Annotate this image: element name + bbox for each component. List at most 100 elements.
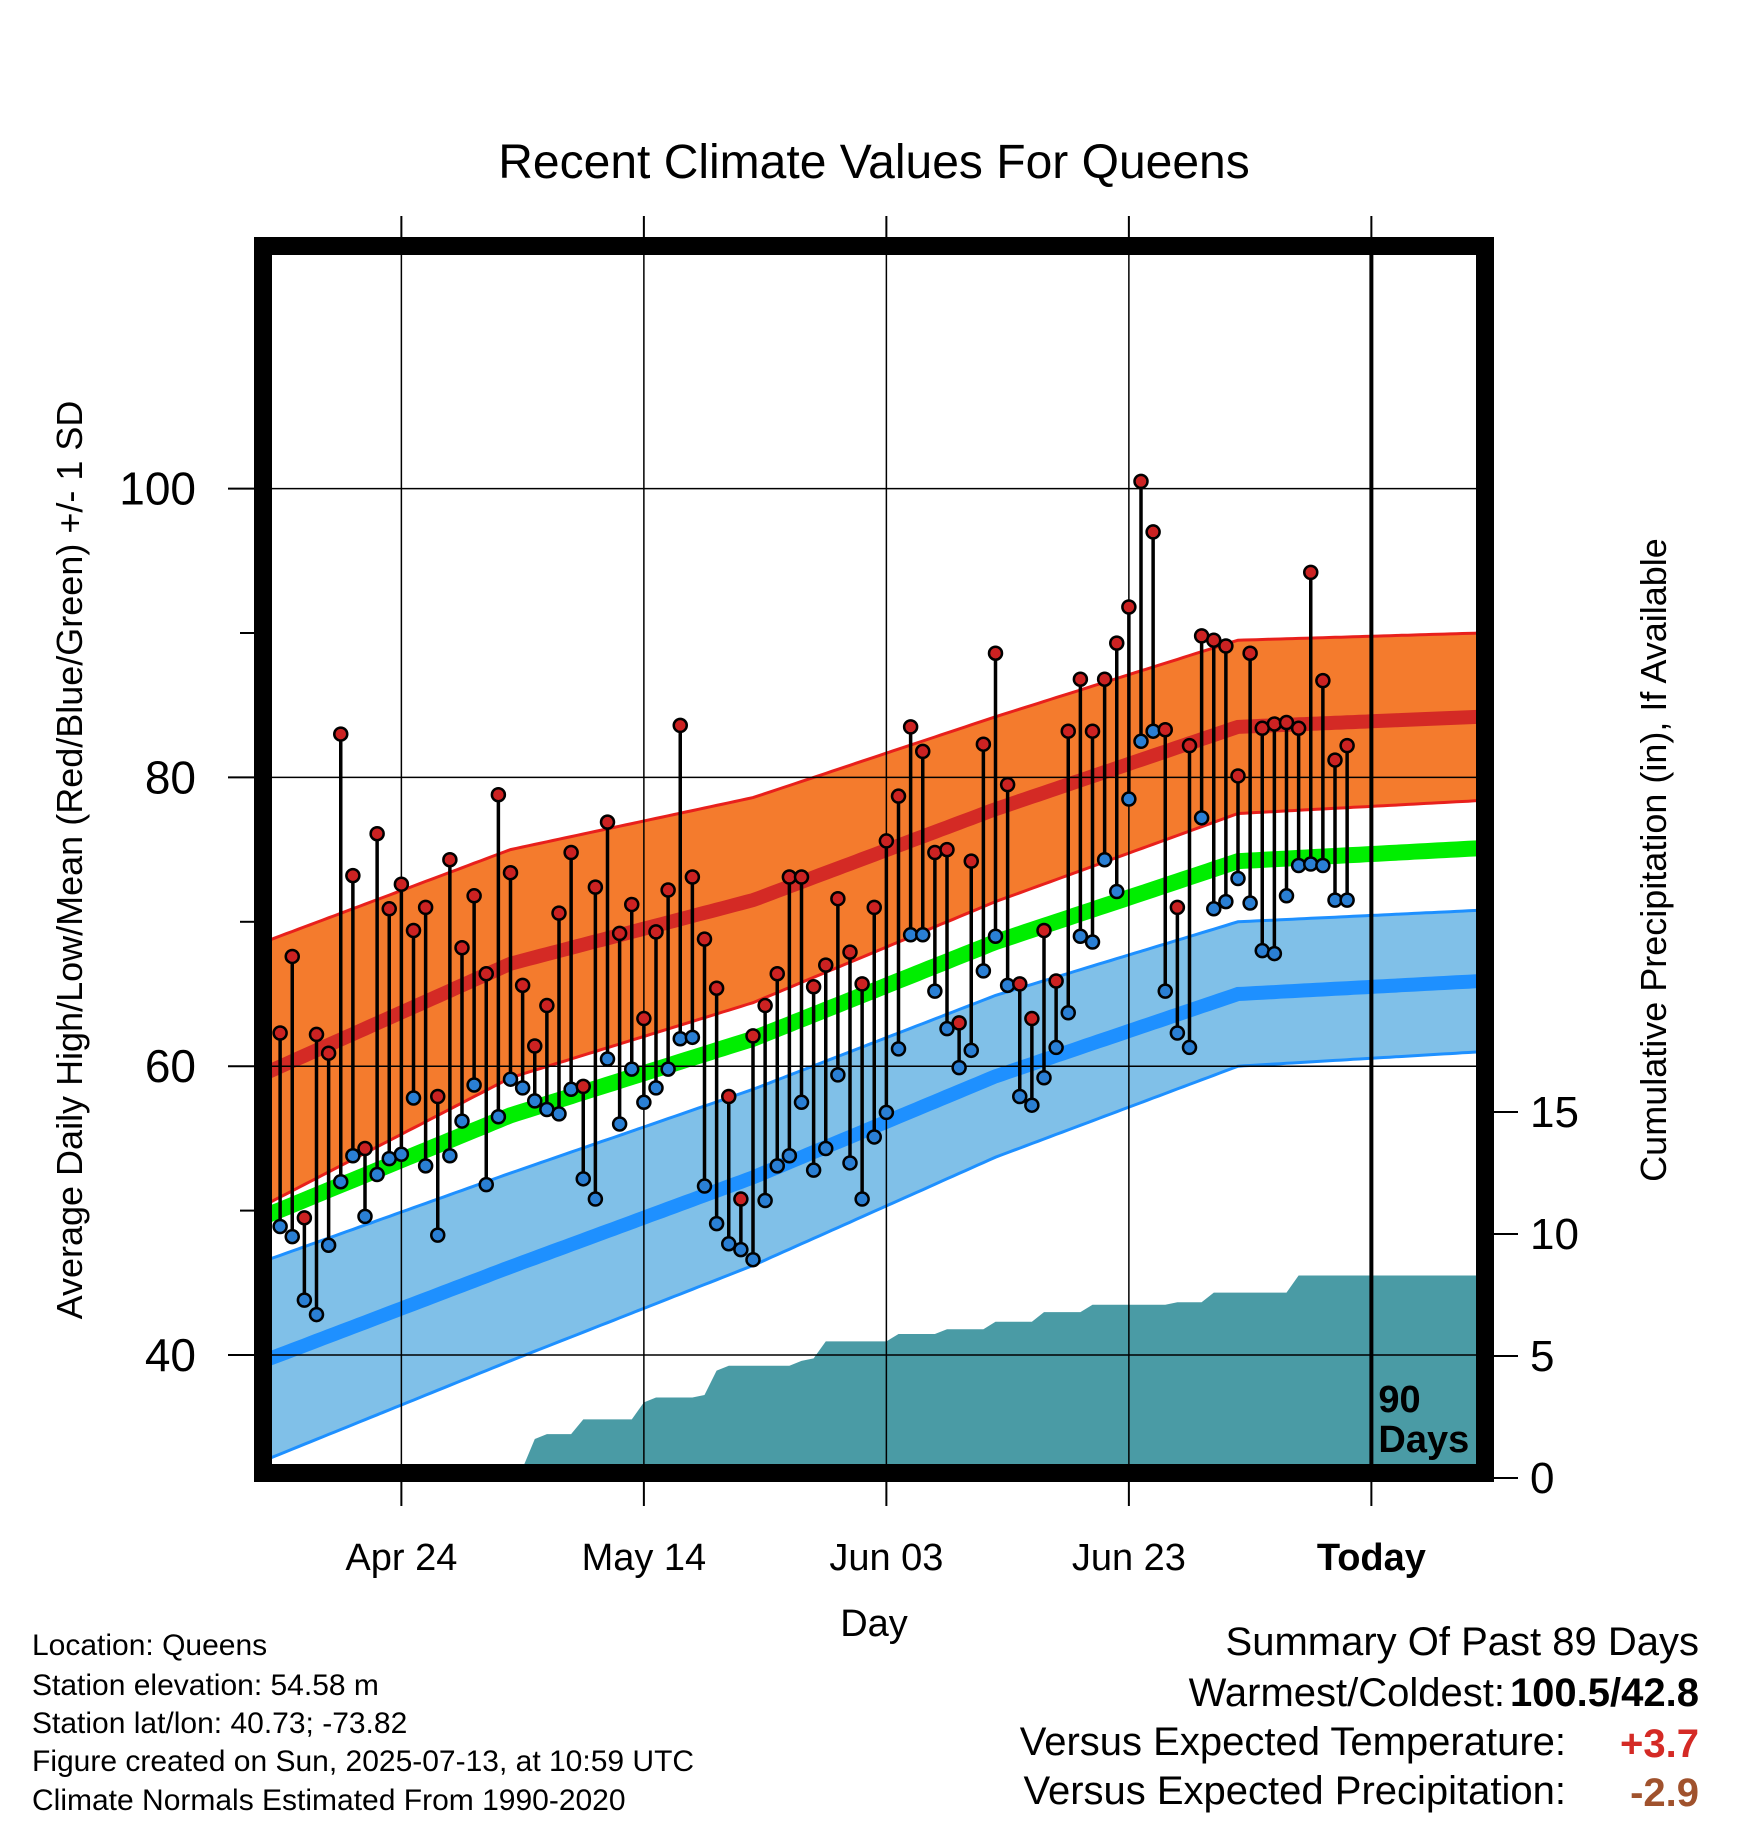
daily-low-point: [393, 1146, 410, 1163]
daily-high-point: [551, 905, 567, 921]
daily-low-point: [684, 1029, 701, 1046]
daily-high-point: [357, 1140, 373, 1157]
summary-title: Summary Of Past 89 Days: [1225, 1620, 1699, 1664]
daily-low-point: [818, 1140, 834, 1157]
daily-high-point: [539, 997, 555, 1014]
daily-low-point: [830, 1067, 846, 1083]
daily-high-point: [514, 977, 531, 994]
daily-high-point: [1278, 714, 1295, 731]
x-tick-label: Apr 24: [345, 1537, 457, 1579]
low-lower-edge: [263, 1050, 1485, 1461]
y2-tick-label: 0: [1530, 1454, 1554, 1503]
daily-low-point: [1193, 810, 1210, 826]
daily-low-point: [648, 1080, 664, 1096]
daily-high-point: [830, 890, 846, 907]
axes: Apr 24 May 14 Jun 03 Jun 23 Today 40 60 80 100 0 5…: [119, 216, 1579, 1579]
daily-low-point: [939, 1020, 955, 1037]
y2-tick-label: 10: [1530, 1210, 1579, 1259]
x-axis-label: Day: [840, 1603, 908, 1645]
summary-temp-value: +3.7: [1620, 1722, 1699, 1766]
daily-low-point: [975, 963, 992, 979]
daily-high-point: [502, 864, 519, 881]
daily-low-point: [1218, 893, 1234, 910]
daily-high-point: [805, 979, 822, 995]
daily-high-point: [320, 1045, 337, 1061]
info-elevation: Station elevation: 54.58 m: [32, 1669, 379, 1702]
daily-low-point: [478, 1176, 494, 1193]
daily-high-point: [842, 944, 858, 960]
daily-high-point: [1242, 645, 1258, 661]
daily-high-point: [1181, 737, 1198, 754]
daily-high-point: [1121, 599, 1137, 615]
daily-high-point: [660, 882, 676, 898]
info-normals: Climate Normals Estimated From 1990-2020: [32, 1784, 626, 1817]
daily-low-point: [611, 1116, 628, 1132]
daily-low-point: [1230, 870, 1246, 887]
daily-low-point: [660, 1061, 676, 1077]
today-annotation: 90: [1378, 1379, 1420, 1421]
daily-low-point: [430, 1227, 446, 1243]
daily-low-point: [514, 1080, 531, 1096]
daily-high-point: [1157, 721, 1173, 738]
summary-warm-cold-value: 100.5/42.8: [1509, 1671, 1699, 1715]
daily-high-point: [575, 1078, 591, 1095]
daily-high-point: [1133, 473, 1149, 490]
daily-low-point: [1060, 1005, 1076, 1021]
y2-tick-label: 15: [1530, 1088, 1579, 1137]
daily-low-point: [793, 1094, 810, 1111]
y-tick-label: 40: [145, 1329, 196, 1381]
high-lower-edge: [263, 799, 1485, 1205]
daily-low-point: [854, 1191, 870, 1207]
y-axis-label: Average Daily High/Low/Mean (Red/Blue/Gr…: [49, 401, 90, 1320]
daily-low-point: [781, 1147, 798, 1164]
daily-low-point: [1157, 983, 1173, 999]
daily-high-point: [854, 976, 870, 992]
daily-high-point: [369, 825, 385, 842]
daily-low-point: [915, 927, 931, 943]
daily-high-point: [1290, 720, 1307, 737]
daily-high-point: [599, 814, 616, 830]
daily-high-point: [672, 717, 688, 734]
daily-high-point: [1072, 671, 1089, 687]
daily-low-point: [551, 1106, 567, 1122]
daily-low-point: [1315, 857, 1331, 874]
daily-low-point: [284, 1228, 300, 1245]
daily-high-point: [430, 1088, 446, 1105]
daily-high-point: [1218, 638, 1234, 654]
daily-high-point: [999, 776, 1016, 793]
daily-high-point: [563, 844, 579, 861]
daily-high-point: [733, 1191, 749, 1207]
daily-high-point: [1036, 922, 1052, 939]
daily-high-point: [381, 901, 397, 917]
daily-low-point: [636, 1094, 652, 1111]
daily-high-point: [611, 925, 628, 942]
daily-high-point: [442, 851, 458, 868]
daily-low-point: [1012, 1088, 1028, 1105]
daily-high-point: [1230, 768, 1246, 784]
daily-low-point: [721, 1236, 737, 1252]
daily-high-point: [818, 957, 834, 973]
y-tick-label: 60: [145, 1040, 196, 1092]
daily-high-point: [987, 645, 1004, 661]
daily-low-point: [1133, 733, 1149, 750]
x-tick-label: Today: [1317, 1537, 1426, 1579]
daily-low-point: [1048, 1039, 1064, 1056]
y-tick-label: 100: [119, 463, 196, 515]
daily-high-point: [1145, 524, 1161, 540]
daily-low-point: [1266, 945, 1283, 962]
daily-low-point: [575, 1171, 591, 1187]
daily-high-point: [1339, 737, 1355, 754]
daily-high-point: [587, 879, 604, 895]
normal-bands: [263, 631, 1485, 1473]
daily-high-point: [1048, 973, 1064, 989]
daily-low-point: [1169, 1025, 1186, 1041]
daily-low-point: [878, 1104, 895, 1121]
daily-high-point: [490, 786, 507, 803]
daily-low-point: [320, 1237, 337, 1254]
daily-low-point: [333, 1173, 349, 1190]
daily-low-point: [842, 1155, 858, 1171]
daily-high-point: [345, 867, 361, 884]
daily-low-point: [624, 1061, 640, 1077]
daily-observations: [272, 473, 1355, 1323]
x-tick-label: Jun 23: [1072, 1537, 1186, 1579]
